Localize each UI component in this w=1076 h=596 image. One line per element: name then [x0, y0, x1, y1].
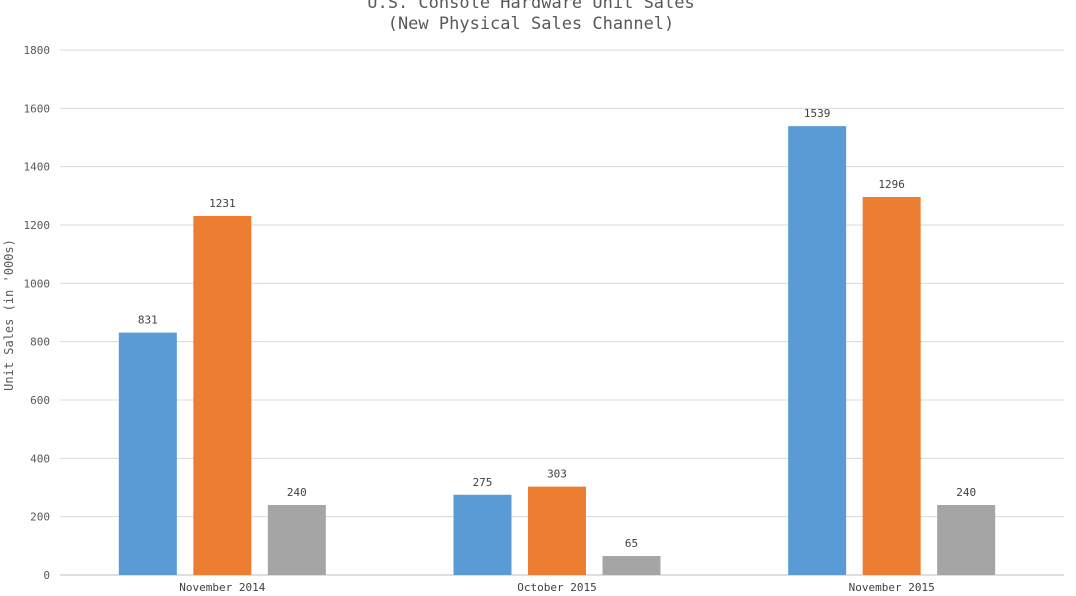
data-label: 65 [625, 537, 638, 550]
data-label: 1296 [878, 178, 905, 191]
data-label: 275 [473, 476, 493, 489]
y-tick-label: 800 [30, 336, 50, 349]
chart-title: U.S. Console Hardware Unit Sales [367, 0, 695, 13]
bar [118, 332, 177, 575]
x-category-label: October 2015 [517, 581, 596, 594]
chart-subtitle: (New Physical Sales Channel) [388, 14, 675, 34]
y-tick-label: 600 [30, 394, 50, 407]
y-axis-ticks: 0 200 400 600 800 1000 1200 1400 1600 1800 [24, 44, 51, 582]
y-tick-label: 0 [43, 569, 50, 582]
data-label: 831 [138, 314, 158, 327]
bar [937, 505, 996, 575]
y-tick-label: 1000 [24, 277, 51, 290]
bar [453, 494, 512, 575]
x-category-label: November 2014 [179, 581, 265, 594]
y-tick-label: 1400 [24, 161, 51, 174]
category-labels: November 2014 October 2015 November 2015 [179, 581, 934, 594]
y-tick-label: 200 [30, 511, 50, 524]
data-label: 1539 [804, 107, 831, 120]
y-axis-label: Unit Sales (in '000s) [2, 239, 16, 391]
y-tick-label: 1200 [24, 219, 51, 232]
data-labels: 831 1231 240 275 303 65 1539 1296 240 [138, 107, 976, 550]
data-label: 303 [547, 468, 567, 481]
bars [118, 126, 996, 576]
bar [862, 197, 921, 575]
data-label: 240 [287, 486, 307, 499]
data-label: 1231 [209, 197, 236, 210]
y-tick-label: 400 [30, 452, 50, 465]
x-category-label: November 2015 [849, 581, 935, 594]
data-label: 240 [956, 486, 976, 499]
bar [193, 215, 252, 576]
y-tick-label: 1600 [24, 102, 51, 115]
bar [788, 126, 847, 575]
bar [528, 486, 586, 575]
bar [267, 505, 326, 575]
y-tick-label: 1800 [24, 44, 51, 57]
bar [602, 556, 661, 575]
